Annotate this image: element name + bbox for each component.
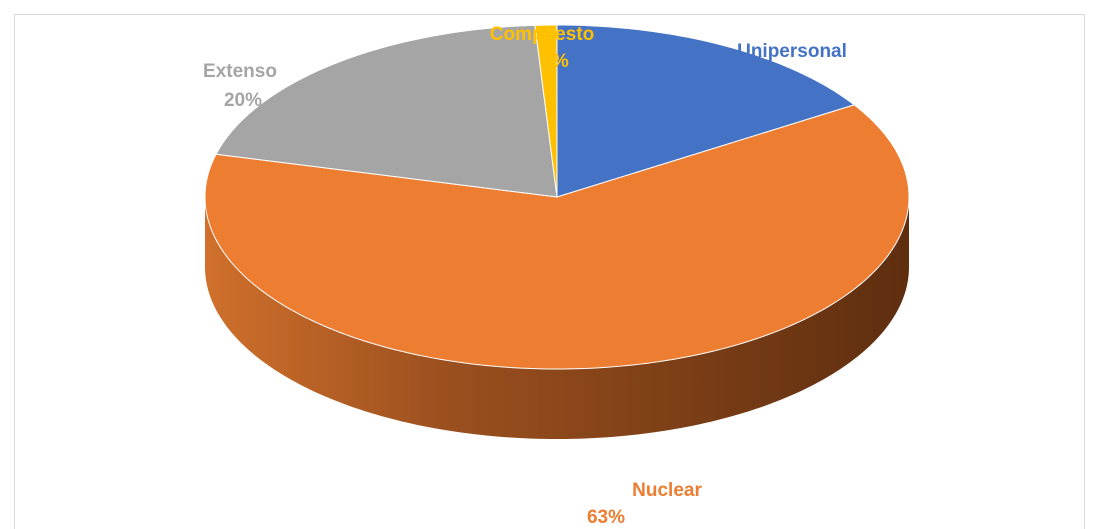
slice-value-label: 16%	[729, 71, 767, 92]
slice-value-label: 63%	[587, 507, 625, 528]
pie-slice	[534, 24, 558, 198]
slice-label: Nuclear	[632, 480, 702, 501]
pie-side	[205, 197, 909, 439]
pie-slice	[556, 24, 856, 198]
slice-value-label: 1%	[541, 51, 569, 72]
slice-value-label: 20%	[224, 90, 262, 111]
pie-slice	[204, 104, 910, 370]
pie-slice	[215, 24, 558, 198]
slice-label: Compuesto	[490, 24, 595, 45]
slice-label: Extenso	[203, 61, 277, 82]
slice-label: Unipersonal	[737, 41, 847, 62]
